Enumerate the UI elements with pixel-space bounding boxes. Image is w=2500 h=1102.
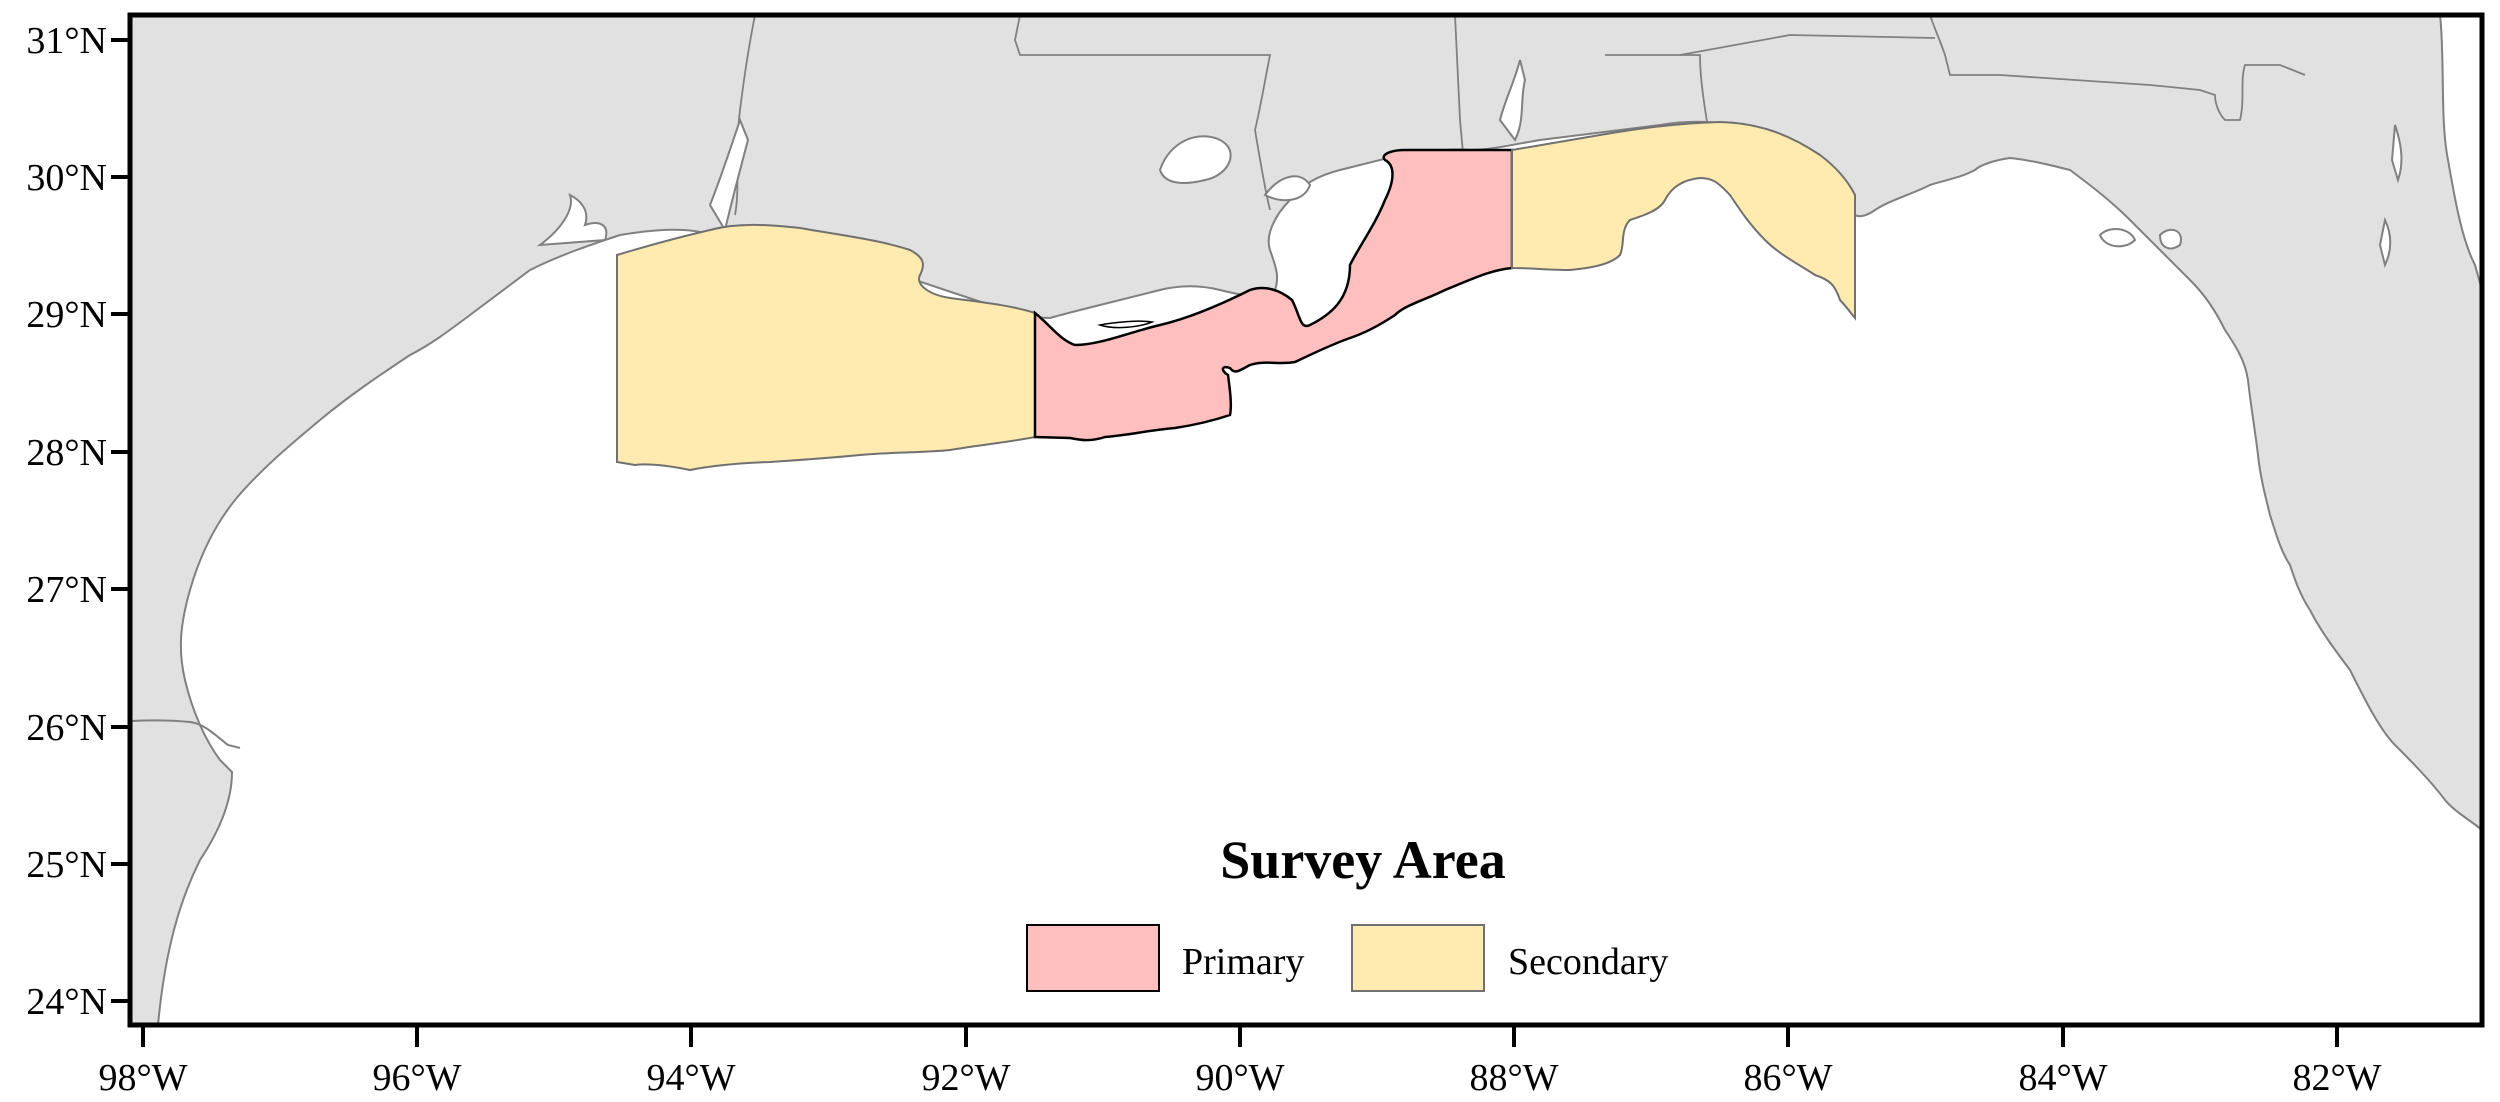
x-tick-label: 96°W bbox=[372, 1057, 461, 1099]
x-tick-label: 88°W bbox=[1469, 1057, 1558, 1099]
legend-item-primary: Primary bbox=[1026, 924, 1304, 992]
legend-title: Survey Area bbox=[1220, 830, 1505, 890]
x-tick: 88°W bbox=[1469, 1025, 1559, 1099]
y-tick-label: 25°N bbox=[26, 844, 107, 886]
x-tick: 98°W bbox=[98, 1025, 188, 1099]
legend-label-primary: Primary bbox=[1182, 941, 1304, 983]
chandeleur-water-slip bbox=[1097, 320, 1155, 329]
x-tick-label: 90°W bbox=[1195, 1057, 1284, 1099]
y-tick: 28°N bbox=[26, 432, 130, 474]
x-tick-label: 86°W bbox=[1743, 1057, 1832, 1099]
y-tick-label: 31°N bbox=[26, 20, 107, 62]
y-tick: 27°N bbox=[26, 569, 130, 611]
survey-region-primary bbox=[1033, 148, 1514, 442]
y-tick-label: 27°N bbox=[26, 569, 107, 611]
legend-swatch-primary bbox=[1026, 924, 1160, 992]
y-tick-label: 28°N bbox=[26, 432, 107, 474]
y-tick: 24°N bbox=[26, 981, 130, 1023]
survey-region-secondary-west bbox=[616, 223, 1036, 472]
x-tick-label: 92°W bbox=[921, 1057, 1010, 1099]
x-axis: 98°W 96°W 94°W 92°W 90°W 88°W 86°W 84°W bbox=[98, 1025, 2382, 1099]
y-tick: 30°N bbox=[26, 157, 130, 199]
y-tick-label: 26°N bbox=[26, 707, 107, 749]
y-tick: 26°N bbox=[26, 707, 130, 749]
legend-swatch-secondary bbox=[1351, 924, 1485, 992]
y-tick: 25°N bbox=[26, 844, 130, 886]
y-axis: 31°N 30°N 29°N 28°N 27°N 26°N 25°N 24°N bbox=[26, 20, 130, 1023]
x-tick: 84°W bbox=[2018, 1025, 2108, 1099]
x-tick: 94°W bbox=[646, 1025, 736, 1099]
x-tick: 86°W bbox=[1743, 1025, 1833, 1099]
legend: Survey Area Primary Secondary bbox=[1026, 830, 1668, 992]
map-frame bbox=[127, 12, 2485, 1028]
x-tick-label: 98°W bbox=[98, 1057, 187, 1099]
y-tick-label: 24°N bbox=[26, 981, 107, 1023]
coastal-waterways bbox=[536, 59, 2403, 268]
x-tick-label: 94°W bbox=[646, 1057, 735, 1099]
legend-item-secondary: Secondary bbox=[1351, 924, 1668, 992]
y-tick: 31°N bbox=[26, 20, 130, 62]
x-tick-label: 84°W bbox=[2018, 1057, 2107, 1099]
y-tick-label: 30°N bbox=[26, 157, 107, 199]
legend-label-secondary: Secondary bbox=[1508, 941, 1668, 983]
y-tick-label: 29°N bbox=[26, 294, 107, 336]
x-tick: 82°W bbox=[2292, 1025, 2382, 1099]
y-tick: 29°N bbox=[26, 294, 130, 336]
x-tick: 96°W bbox=[372, 1025, 462, 1099]
us-mexico-border bbox=[131, 719, 241, 749]
survey-region-secondary-east bbox=[1511, 120, 1856, 321]
x-tick: 90°W bbox=[1195, 1025, 1285, 1099]
x-tick-label: 82°W bbox=[2292, 1057, 2381, 1099]
x-tick: 92°W bbox=[921, 1025, 1011, 1099]
